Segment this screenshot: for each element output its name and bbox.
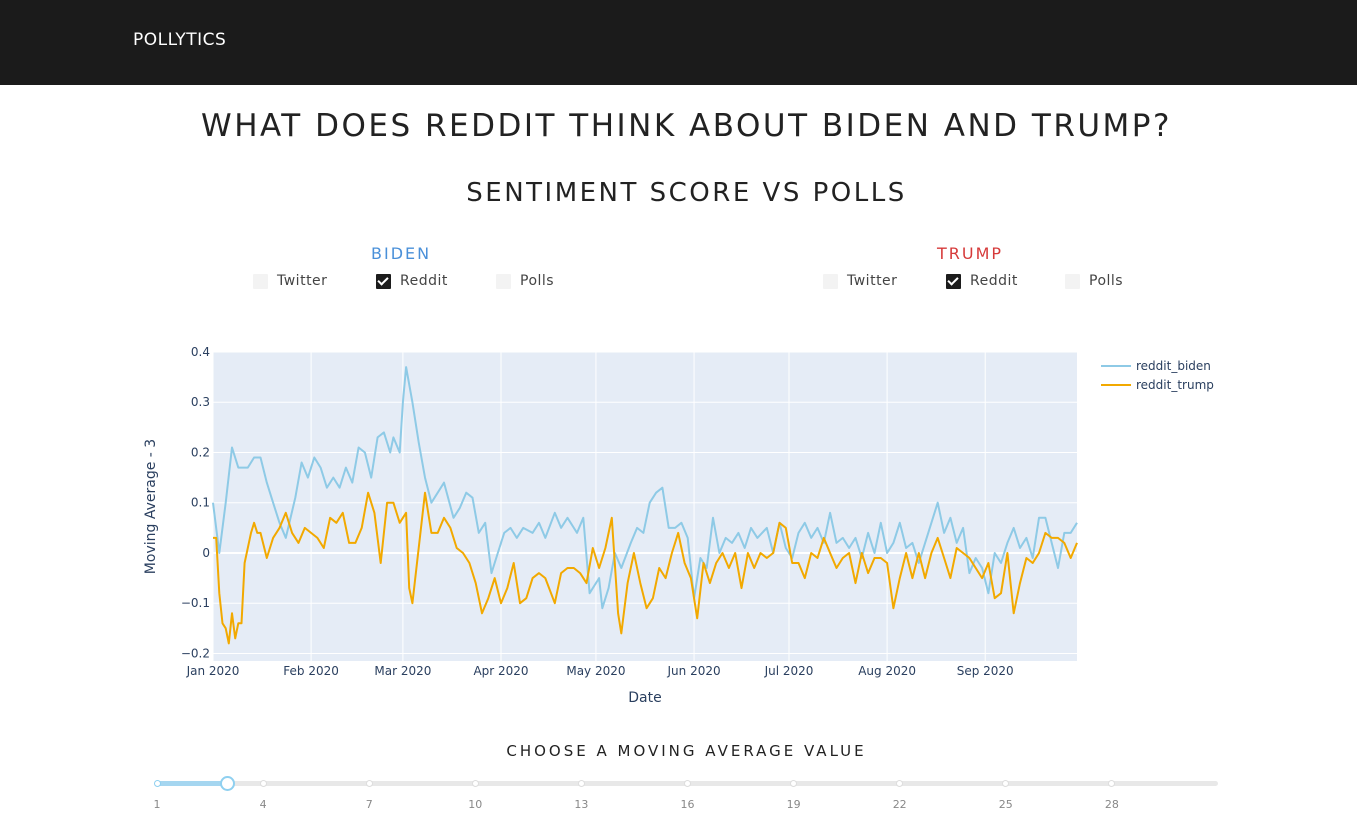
x-tick-label: Jan 2020 bbox=[186, 664, 240, 678]
slider-handle[interactable] bbox=[220, 776, 236, 791]
checkbox-label: Reddit bbox=[970, 273, 1018, 289]
x-tick-label: Jul 2020 bbox=[764, 664, 814, 678]
x-tick-label: Mar 2020 bbox=[374, 664, 431, 678]
checkbox-box[interactable] bbox=[946, 273, 961, 289]
checkbox-label: Polls bbox=[1089, 273, 1124, 289]
checkbox-label: Reddit bbox=[400, 273, 448, 289]
y-tick-label: 0.4 bbox=[191, 345, 210, 359]
page-title: WHAT DOES REDDIT THINK ABOUT BIDEN AND T… bbox=[201, 108, 1172, 144]
biden-polls-checkbox[interactable]: Polls bbox=[496, 273, 554, 289]
section-title: SENTIMENT SCORE VS POLLS bbox=[466, 178, 907, 208]
checkbox-box[interactable] bbox=[1065, 273, 1080, 289]
slider-tick-mark[interactable] bbox=[896, 780, 904, 787]
slider-tick-label: 1 bbox=[153, 798, 161, 811]
trump-reddit-checkbox[interactable]: Reddit bbox=[946, 273, 1018, 289]
checkbox-box[interactable] bbox=[823, 273, 838, 289]
biden-reddit-checkbox[interactable]: Reddit bbox=[376, 273, 448, 289]
series-line-reddit-biden bbox=[212, 366, 1078, 610]
x-tick-label: Jun 2020 bbox=[667, 664, 721, 678]
trump-polls-checkbox[interactable]: Polls bbox=[1065, 273, 1123, 289]
slider-title: CHOOSE A MOVING AVERAGE VALUE bbox=[506, 742, 867, 760]
slider-fill bbox=[157, 781, 228, 786]
checkbox-label: Polls bbox=[520, 273, 555, 289]
y-tick-label: 0.1 bbox=[191, 496, 210, 510]
legend-label: reddit_trump bbox=[1136, 378, 1214, 392]
checkbox-label: Twitter bbox=[847, 273, 898, 289]
biden-label: BIDEN bbox=[371, 244, 432, 263]
slider-tick-label: 25 bbox=[998, 798, 1013, 811]
y-tick-label: −0.2 bbox=[181, 646, 210, 660]
x-tick-label: Apr 2020 bbox=[473, 664, 528, 678]
checkbox-box[interactable] bbox=[253, 273, 268, 289]
sentiment-chart[interactable]: −0.2 −0.1 0 0.1 0.2 0.3 0.4 Jan 2020 Feb 2020 Mar… bbox=[0, 330, 1357, 710]
slider-tick-label: 10 bbox=[468, 798, 483, 811]
slider-tick-label: 4 bbox=[259, 798, 267, 811]
slider-tick-label: 22 bbox=[892, 798, 907, 811]
y-axis-title: Moving Average - 3 bbox=[143, 439, 159, 574]
slider-tick-mark[interactable] bbox=[153, 780, 161, 787]
slider-tick-mark[interactable] bbox=[577, 780, 585, 787]
y-tick-label: 0 bbox=[202, 546, 210, 560]
navbar: POLLYTICS bbox=[0, 0, 1357, 85]
y-tick-label: 0.2 bbox=[191, 445, 210, 459]
x-tick-label: Feb 2020 bbox=[283, 664, 339, 678]
x-axis-title: Date bbox=[628, 690, 661, 706]
checkbox-box[interactable] bbox=[376, 273, 391, 289]
x-tick-label: May 2020 bbox=[566, 664, 625, 678]
trump-twitter-checkbox[interactable]: Twitter bbox=[823, 273, 897, 289]
slider-tick-mark[interactable] bbox=[1002, 780, 1010, 787]
slider-tick-mark[interactable] bbox=[790, 780, 798, 787]
y-tick-label: −0.1 bbox=[181, 596, 210, 610]
y-tick-label: 0.3 bbox=[191, 395, 210, 409]
slider-tick-mark[interactable] bbox=[684, 780, 691, 787]
slider-tick-label: 16 bbox=[680, 798, 695, 811]
brand-link[interactable]: POLLYTICS bbox=[133, 30, 227, 50]
slider-tick-label: 28 bbox=[1104, 798, 1119, 811]
slider-tick-mark[interactable] bbox=[1108, 780, 1116, 787]
checkbox-box[interactable] bbox=[496, 273, 511, 289]
slider-tick-mark[interactable] bbox=[259, 780, 267, 787]
slider-tick-label: 7 bbox=[365, 798, 373, 811]
trump-label: TRUMP bbox=[937, 244, 1004, 263]
slider-tick-mark[interactable] bbox=[365, 780, 373, 787]
plot-area bbox=[213, 352, 1077, 661]
checkbox-label: Twitter bbox=[277, 273, 328, 289]
x-tick-label: Aug 2020 bbox=[858, 664, 916, 678]
biden-twitter-checkbox[interactable]: Twitter bbox=[253, 273, 327, 289]
legend-label: reddit_biden bbox=[1136, 359, 1211, 373]
x-tick-label: Sep 2020 bbox=[957, 664, 1014, 678]
series-line-reddit-trump bbox=[213, 491, 1078, 645]
slider-tick-mark[interactable] bbox=[471, 780, 479, 787]
slider-tick-label: 19 bbox=[786, 798, 801, 811]
slider-tick-label: 13 bbox=[574, 798, 589, 811]
